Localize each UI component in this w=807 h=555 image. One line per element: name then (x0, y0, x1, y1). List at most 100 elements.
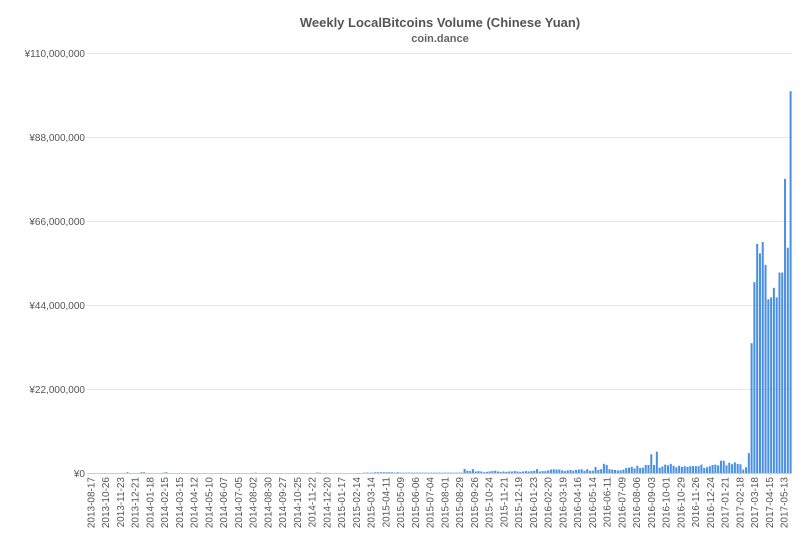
bar (669, 463, 672, 473)
x-tick-label: 2014-02-15 (160, 477, 171, 529)
bar (666, 465, 669, 473)
bar (385, 472, 388, 474)
x-tick-label: 2016-05-14 (588, 477, 599, 529)
bar (597, 469, 600, 473)
x-tick-label: 2014-08-30 (263, 477, 274, 529)
x-tick-label: 2016-04-16 (573, 477, 584, 529)
bar (706, 467, 709, 473)
bar (552, 469, 555, 473)
x-tick-label: 2017-05-13 (780, 477, 791, 529)
bar (463, 468, 466, 473)
bar (502, 471, 505, 473)
bar (680, 466, 683, 473)
chart-subtitle: coin.dance (411, 33, 468, 45)
y-tick-label: ¥44,000,000 (28, 301, 85, 312)
x-tick-label: 2015-03-14 (367, 477, 378, 529)
x-tick-label: 2015-08-01 (440, 477, 451, 529)
bar (594, 466, 597, 473)
bar (775, 297, 778, 473)
x-tick-label: 2016-10-01 (662, 477, 673, 529)
x-tick-label: 2014-11-22 (308, 477, 319, 528)
bars (126, 91, 792, 474)
bar (524, 471, 527, 473)
x-tick-label: 2015-09-26 (470, 477, 481, 529)
bar (508, 471, 511, 473)
x-tick-label: 2013-11-23 (116, 477, 127, 528)
bar (622, 469, 625, 473)
x-tick-label: 2014-09-27 (278, 477, 289, 529)
x-tick-label: 2014-01-18 (146, 477, 157, 529)
bar (675, 467, 678, 473)
y-axis-ticks: ¥0 ¥22,000,000 ¥44,000,000 ¥66,000,000 ¥88,0… (24, 49, 86, 480)
bar (563, 471, 566, 473)
bar (555, 469, 558, 473)
x-tick-label: 2015-01-17 (337, 477, 348, 529)
bar (784, 179, 787, 473)
bar (466, 470, 469, 473)
bar (374, 472, 377, 474)
bar (549, 469, 552, 473)
bar (566, 470, 569, 473)
bar (616, 470, 619, 473)
bar (396, 472, 399, 474)
bar (519, 471, 522, 473)
bar (636, 465, 639, 473)
bar (630, 466, 633, 473)
bar (694, 466, 697, 473)
bar (580, 469, 583, 473)
bar (781, 272, 784, 473)
bar (650, 454, 653, 473)
bar (547, 470, 550, 473)
bar (561, 470, 564, 473)
bar (745, 467, 748, 473)
bar (488, 471, 491, 473)
bar (639, 468, 642, 473)
x-tick-label: 2016-08-06 (632, 477, 643, 529)
bar (764, 264, 767, 473)
x-tick-label: 2016-07-09 (617, 477, 628, 529)
bar (747, 453, 750, 473)
bar (778, 272, 781, 473)
bar (758, 253, 761, 473)
bar (569, 469, 572, 473)
bar (602, 463, 605, 473)
bar (725, 465, 728, 473)
x-tick-label: 2016-01-23 (529, 477, 540, 529)
x-tick-label: 2015-12-19 (514, 477, 525, 529)
bar (728, 462, 731, 473)
bar (655, 451, 658, 473)
bar (753, 282, 756, 473)
bar (703, 468, 706, 473)
bar (165, 472, 168, 474)
bar (619, 470, 622, 473)
bar (522, 471, 525, 473)
bar (689, 466, 692, 473)
bar (608, 469, 611, 473)
bar (575, 469, 578, 473)
bar (586, 469, 589, 473)
bar (143, 472, 146, 474)
x-tick-label: 2013-12-21 (131, 477, 142, 529)
x-tick-label: 2017-04-15 (765, 477, 776, 529)
bar (761, 242, 764, 473)
bar (683, 466, 686, 473)
bar (600, 469, 603, 473)
bar (382, 472, 385, 474)
bar (625, 468, 628, 473)
x-tick-label: 2013-08-17 (87, 477, 98, 529)
bar (750, 343, 753, 473)
x-tick-label: 2015-07-04 (426, 477, 437, 529)
x-tick-label: 2016-06-11 (603, 477, 614, 528)
bar (471, 469, 474, 473)
bar (658, 467, 661, 473)
bar (510, 471, 513, 473)
x-tick-label: 2014-03-15 (175, 477, 186, 529)
bar (714, 464, 717, 473)
x-tick-label: 2016-12-24 (706, 477, 717, 529)
chart-title: Weekly LocalBitcoins Volume (Chinese Yua… (300, 15, 580, 30)
x-tick-label: 2014-04-12 (190, 477, 201, 529)
bar (499, 471, 502, 473)
bar (719, 460, 722, 473)
x-tick-label: 2015-11-21 (499, 477, 510, 528)
